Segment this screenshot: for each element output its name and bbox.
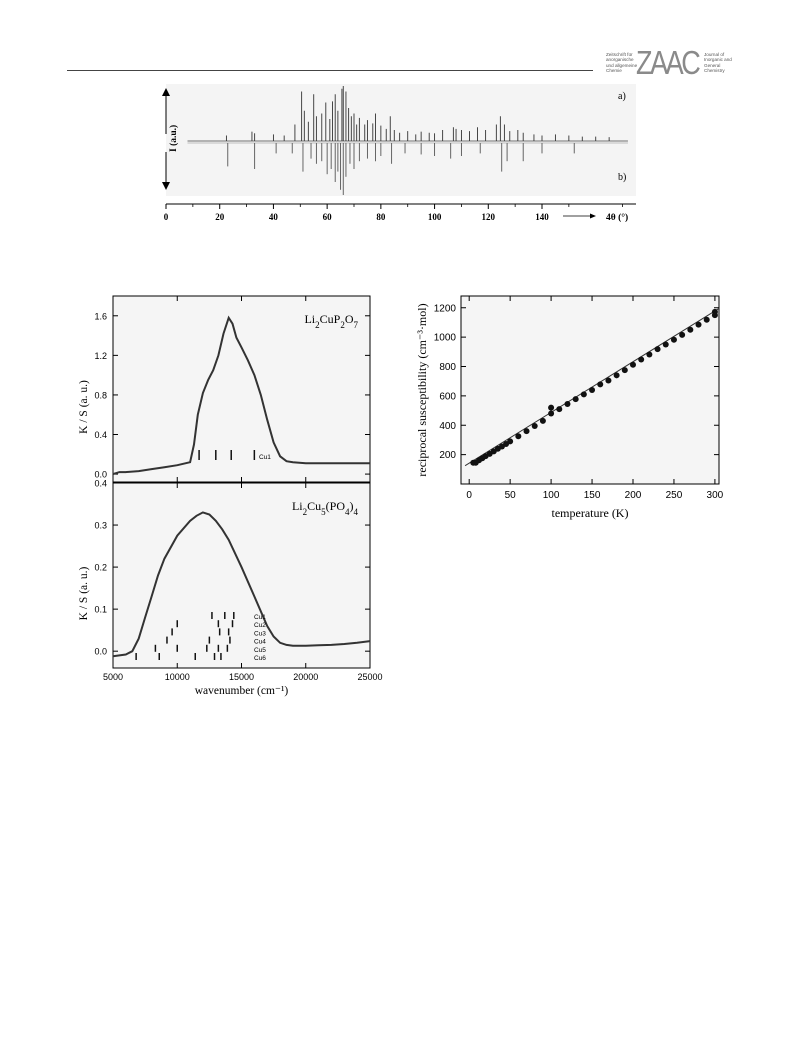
spectrum-panel-frame — [112, 295, 371, 483]
susceptibility-data-point — [597, 381, 604, 388]
susceptibility-x-tick-label: 250 — [666, 490, 683, 501]
susceptibility-y-tick-label: 400 — [439, 421, 456, 432]
susceptibility-data-point — [531, 422, 538, 429]
susceptibility-chart: 0 50 100 150 200 250 300 200 400 600 800 1000 1200 te… — [415, 295, 724, 520]
logo-left-text: Zeitschrift für anorganische und allgeme… — [606, 52, 638, 74]
xrd-x-tick-label: 60 — [323, 212, 333, 222]
susceptibility-data-point — [515, 433, 522, 440]
spectrum-compound-label: Li2Cu5(PO4)4 — [292, 499, 359, 517]
susceptibility-y-tick-label: 1200 — [434, 303, 457, 314]
susceptibility-x-tick-label: 300 — [707, 490, 724, 501]
spectrum-site-label: Cu1 — [254, 614, 266, 621]
susceptibility-data-point — [646, 351, 653, 358]
susceptibility-data-point — [605, 377, 612, 384]
logo-text: ZAAC — [636, 44, 701, 81]
susceptibility-data-point — [638, 356, 645, 363]
susceptibility-data-point — [654, 346, 661, 353]
spectrum-y-tick-label: 0.2 — [94, 563, 107, 573]
spectrum-y-tick-label: 0.1 — [94, 605, 107, 615]
journal-logo: Zeitschrift für anorganische und allgeme… — [606, 44, 736, 82]
susceptibility-data-point — [613, 372, 620, 379]
spectrum-x-tick-label: 5000 — [103, 672, 123, 682]
spectrum-y-tick-label: 0.4 — [94, 479, 107, 489]
susceptibility-data-point — [679, 331, 686, 338]
susceptibility-data-point — [564, 400, 571, 407]
susceptibility-y-label: reciprocal susceptibility (cm⁻³·mol) — [415, 303, 429, 476]
logo-right-text: Journal of Inorganic and General Chemist… — [704, 52, 732, 74]
spectrum-y-tick-label: 1.6 — [94, 311, 107, 321]
spectrum-site-label: Cu2 — [254, 622, 266, 629]
susceptibility-data-point — [548, 404, 555, 411]
susceptibility-data-point — [670, 336, 677, 343]
susceptibility-data-point — [662, 341, 669, 348]
spectrum-y-tick-label: 0.3 — [94, 521, 107, 531]
spectrum-y-tick-label: 0.0 — [94, 647, 107, 657]
arrow-right-icon — [590, 213, 596, 219]
susceptibility-data-point — [556, 406, 563, 413]
susceptibility-y-tick-label: 600 — [439, 391, 456, 402]
spectrum-site-label: Cu6 — [254, 655, 266, 662]
susceptibility-data-point — [507, 438, 514, 445]
susceptibility-y-tick-label: 1000 — [434, 333, 457, 344]
spectrum-x-tick-label: 10000 — [165, 672, 190, 682]
susceptibility-x-label: temperature (K) — [552, 506, 629, 520]
susceptibility-y-tick-label: 800 — [439, 362, 456, 373]
xrd-y-label: I (a.u.) — [168, 125, 179, 152]
header-rule — [67, 70, 593, 71]
susceptibility-y-tick-label: 200 — [439, 450, 456, 461]
xrd-x-tick-label: 20 — [215, 212, 225, 222]
susceptibility-x-tick-label: 50 — [505, 490, 517, 501]
xrd-x-tick-label: 80 — [376, 212, 386, 222]
spectrum-curve — [112, 511, 371, 658]
susceptibility-data-point — [703, 316, 710, 323]
susceptibility-data-point — [621, 367, 628, 374]
spectrum-site-label: Cu1 — [259, 454, 271, 461]
spectrum-y-tick-label: 0.8 — [94, 390, 107, 400]
arrow-down-icon — [162, 182, 170, 190]
xrd-panel-bg — [166, 84, 636, 196]
spectrum-x-tick-label: 15000 — [229, 672, 254, 682]
spectrum-site-label: Cu3 — [254, 630, 266, 637]
spectrum-y-tick-label: 0.0 — [94, 470, 107, 480]
spectrum-x-tick-label: 20000 — [293, 672, 318, 682]
susceptibility-data-point — [630, 361, 636, 368]
xrd-panel-label-b: b) — [618, 172, 626, 183]
xrd-x-tick-label: 100 — [428, 212, 442, 222]
xrd-x-tick-label: 0 — [164, 212, 169, 222]
susceptibility-data-point — [572, 396, 579, 403]
susceptibility-data-point — [580, 391, 587, 398]
xrd-x-tick-label: 40 — [269, 212, 279, 222]
susceptibility-x-tick-label: 0 — [466, 490, 472, 501]
xrd-chart: I (a.u.) a) b) 0 20 40 60 80 100 120 140 4θ (°) — [162, 84, 636, 223]
susceptibility-data-point — [687, 326, 694, 333]
susceptibility-data-point — [548, 410, 555, 417]
susceptibility-x-tick-label: 200 — [625, 490, 642, 501]
susceptibility-x-tick-label: 150 — [584, 490, 601, 501]
spectrum-site-label: Cu5 — [254, 647, 266, 654]
spectrum-y-tick-label: 1.2 — [94, 351, 107, 361]
arrow-up-icon — [162, 88, 170, 96]
spectrum-y-label: K / S (a. u.) — [78, 567, 90, 621]
susceptibility-x-tick-label: 100 — [543, 490, 560, 501]
susceptibility-data-point — [711, 308, 718, 315]
xrd-x-tick-label: 140 — [535, 212, 549, 222]
susceptibility-data-point — [523, 428, 530, 435]
spectrum-curve — [112, 315, 370, 476]
susceptibility-data-point — [695, 321, 702, 328]
spectrum-x-label: wavenumber (cm⁻¹) — [195, 685, 289, 697]
spectrum-compound-label: Li2CuP2O7 — [304, 312, 358, 330]
spectrum-y-label: K / S (a. u.) — [78, 380, 90, 434]
susceptibility-data-point — [539, 417, 546, 424]
susceptibility-data-point — [589, 387, 596, 393]
spectrum-x-tick-label: 25000 — [357, 672, 382, 682]
xrd-x-tick-label: 120 — [482, 212, 496, 222]
spectrum-y-tick-label: 0.4 — [94, 430, 107, 440]
xrd-panel-label-a: a) — [618, 91, 626, 102]
xrd-x-label: 4θ (°) — [606, 212, 628, 223]
spectrum-site-label: Cu4 — [254, 639, 266, 646]
